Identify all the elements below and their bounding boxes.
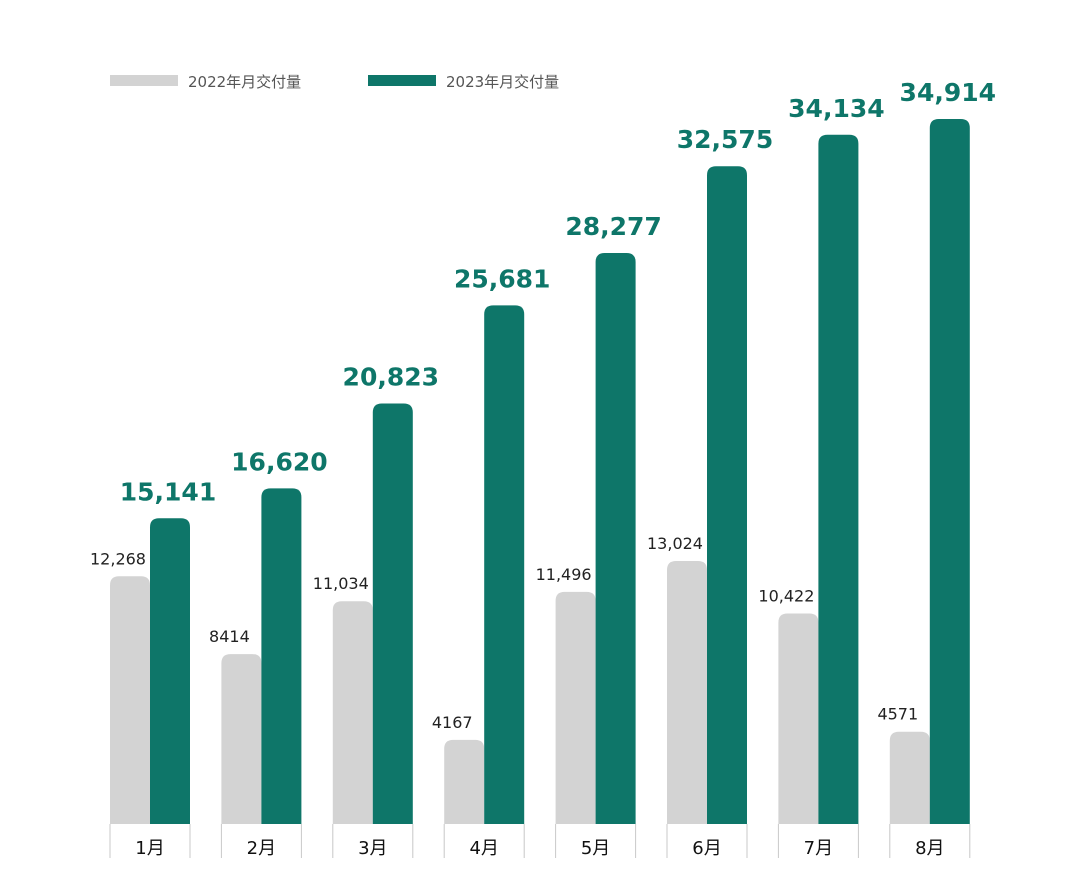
bars-group — [110, 119, 970, 824]
bar-2022-8 — [889, 731, 930, 824]
bar-2022-6 — [667, 561, 707, 824]
legend: 2022年月交付量 2023年月交付量 — [110, 73, 559, 91]
category-label-1: 1月 — [135, 838, 164, 859]
value-label-2023-3: 20,823 — [343, 363, 439, 392]
value-label-2022-2: 8414 — [209, 627, 250, 646]
value-label-2022-4: 4167 — [432, 713, 473, 732]
value-label-2023-8: 34,914 — [900, 78, 996, 107]
category-label-5: 5月 — [581, 838, 610, 859]
legend-label-2022: 2022年月交付量 — [188, 73, 301, 91]
category-label-3: 3月 — [358, 838, 387, 859]
value-label-2023-4: 25,681 — [454, 264, 550, 293]
bar-2023-5 — [595, 253, 636, 824]
category-label-6: 6月 — [692, 838, 721, 859]
bar-2022-3 — [332, 601, 373, 824]
bar-2023-4 — [484, 305, 525, 824]
bar-2023-7 — [818, 134, 859, 824]
bar-2022-4 — [444, 739, 485, 824]
bar-2023-8 — [929, 119, 970, 824]
value-label-2023-6: 32,575 — [677, 125, 773, 154]
category-label-7: 7月 — [804, 838, 833, 859]
legend-label-2023: 2023年月交付量 — [446, 73, 559, 91]
category-label-2: 2月 — [247, 838, 276, 859]
value-label-2022-3: 11,034 — [313, 574, 369, 593]
value-label-2022-8: 4571 — [877, 705, 918, 724]
bar-2023-1 — [150, 518, 190, 824]
value-label-2023-5: 28,277 — [565, 212, 661, 241]
category-axis: 1月 2月 3月 4月 5月 6月 7月 8月 — [109, 824, 971, 859]
bar-2023-3 — [372, 403, 413, 824]
value-labels-group: 12,268 15,141 8414 16,620 11,034 20,823 4167 25… — [90, 78, 996, 732]
value-label-2022-7: 10,422 — [758, 587, 814, 606]
value-label-2022-6: 13,024 — [647, 534, 703, 553]
bar-2022-1 — [110, 576, 150, 824]
bar-2022-2 — [221, 654, 262, 824]
legend-swatch-2023 — [368, 75, 436, 86]
value-label-2023-2: 16,620 — [231, 447, 327, 476]
value-label-2022-5: 11,496 — [536, 565, 592, 584]
category-label-4: 4月 — [469, 838, 498, 859]
value-label-2023-7: 34,134 — [788, 94, 884, 123]
bar-2022-7 — [778, 613, 819, 824]
value-label-2023-1: 15,141 — [120, 477, 216, 506]
bar-2022-5 — [555, 591, 596, 824]
bar-2023-6 — [707, 166, 747, 824]
value-label-2022-1: 12,268 — [90, 549, 146, 568]
category-label-8: 8月 — [915, 838, 944, 859]
bar-2023-2 — [261, 488, 302, 824]
legend-swatch-2022 — [110, 75, 178, 86]
